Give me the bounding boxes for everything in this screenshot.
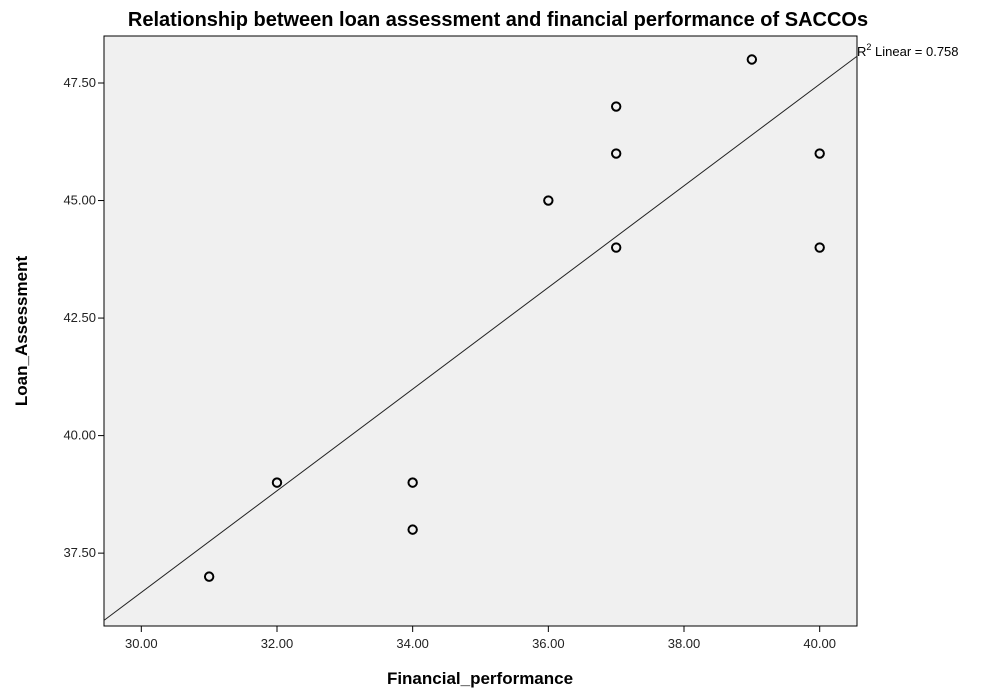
x-tick-label: 36.00 <box>532 636 565 651</box>
data-point <box>610 242 622 253</box>
y-tick-label: 40.00 <box>63 428 96 443</box>
data-point <box>814 148 825 159</box>
data-point <box>407 524 418 535</box>
data-point <box>271 477 283 488</box>
x-tick-label: 30.00 <box>125 636 158 651</box>
plot-area <box>103 35 858 627</box>
x-axis-label: Financial_performance <box>387 669 573 688</box>
y-tick-label: 42.50 <box>63 310 96 325</box>
y-tick-label: 45.00 <box>63 193 96 208</box>
r2-label: R2 Linear = 0.758 <box>857 42 959 59</box>
y-tick-label: 37.50 <box>63 545 96 560</box>
x-tick-label: 32.00 <box>261 636 294 651</box>
data-point <box>407 477 418 488</box>
data-point <box>610 148 622 159</box>
y-axis-label: Loan_Assessment <box>12 256 31 407</box>
y-axis: 37.50 40.00 42.50 45.00 47.50 <box>63 75 104 560</box>
data-point <box>814 242 825 253</box>
regression-line-group <box>103 55 858 621</box>
data-point <box>203 571 215 582</box>
x-axis: 30.00 32.00 34.00 36.00 38.00 40.00 <box>125 626 836 651</box>
data-point <box>543 195 554 206</box>
data-points <box>203 54 825 582</box>
data-point <box>746 54 758 65</box>
x-tick-label: 34.00 <box>396 636 429 651</box>
chart-title: Relationship between loan assessment and… <box>128 9 868 31</box>
regression-line <box>103 55 858 621</box>
y-tick-label: 47.50 <box>63 75 96 90</box>
x-tick-label: 40.00 <box>803 636 836 651</box>
x-tick-label: 38.00 <box>668 636 701 651</box>
data-point <box>610 101 622 112</box>
